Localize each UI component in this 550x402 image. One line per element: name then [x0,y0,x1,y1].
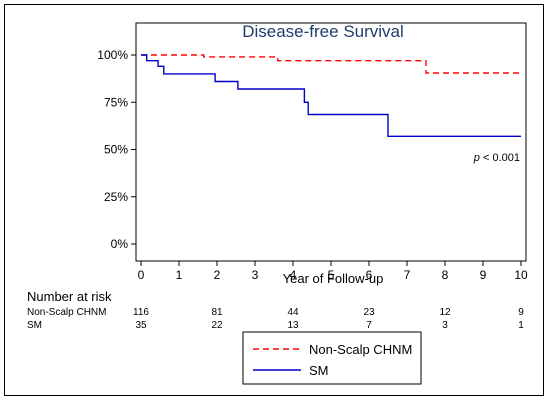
risk-value: 81 [211,307,223,318]
y-tick-label: 50% [104,143,128,157]
x-tick-label: 0 [138,268,145,282]
p-label: p [473,152,480,164]
risk-value: 44 [287,307,299,318]
risk-value: 22 [211,320,223,331]
risk-row-label: SM [27,320,42,331]
series-layer [141,54,521,137]
risk-value: 7 [366,320,372,331]
x-tick-label: 6 [366,268,373,282]
figure-frame: Disease-free Survival 0% 25% 50% 75% 100% 0 1… [4,4,544,396]
risk-table: Number at risk Non-Scalp CHNM 116 81 44 23 12… [27,289,524,331]
legend-label: SM [309,363,329,378]
risk-value: 1 [518,320,524,331]
chart-title: Disease-free Survival [242,22,404,41]
x-tick-label: 10 [514,268,528,282]
y-axis: 0% 25% 50% 75% 100% [97,48,136,251]
series-line-non-scalp-chnm [141,54,521,74]
risk-value: 23 [363,307,375,318]
series-line-sm [141,54,521,137]
x-tick-label: 1 [176,268,183,282]
p-value-annotation: p < 0.001 [473,152,520,164]
risk-value: 12 [439,307,451,318]
x-axis: 0 1 2 3 4 5 6 7 8 9 10 [138,261,528,282]
plot-area [135,22,527,262]
x-tick-label: 4 [290,268,297,282]
y-tick-label: 0% [111,237,129,251]
x-tick-label: 2 [214,268,221,282]
risk-value: 116 [133,307,149,318]
risk-row-label: Non-Scalp CHNM [27,307,106,318]
risk-value: 3 [442,320,448,331]
risk-value: 35 [135,320,147,331]
x-tick-label: 3 [252,268,259,282]
x-tick-label: 9 [480,268,487,282]
p-value: < 0.001 [483,152,520,164]
risk-value: 13 [287,320,299,331]
legend-label: Non-Scalp CHNM [309,342,412,357]
x-axis-label: Year of Follow-up [283,271,384,286]
y-tick-label: 75% [104,95,128,109]
x-tick-label: 8 [442,268,449,282]
x-tick-label: 7 [404,268,411,282]
survival-chart: Disease-free Survival 0% 25% 50% 75% 100% 0 1… [27,22,528,385]
legend-box [242,331,422,385]
risk-table-title: Number at risk [27,289,112,304]
y-tick-label: 25% [104,190,128,204]
y-tick-label: 100% [97,48,128,62]
legend: Non-Scalp CHNM SM [242,331,422,385]
risk-value: 9 [518,307,524,318]
x-tick-label: 5 [328,268,335,282]
